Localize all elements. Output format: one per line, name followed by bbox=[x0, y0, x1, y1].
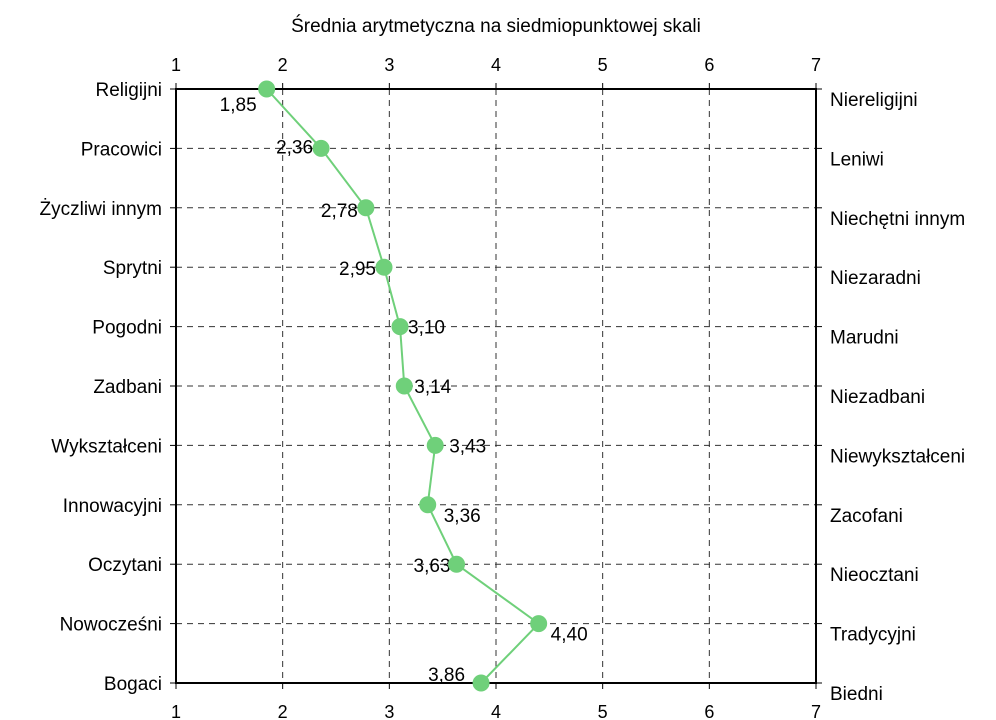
data-point bbox=[530, 615, 548, 633]
data-label: 2,78 bbox=[321, 201, 358, 222]
tick-label-bottom: 2 bbox=[278, 702, 288, 720]
category-label-left: Zadbani bbox=[93, 377, 162, 398]
data-point bbox=[472, 674, 490, 692]
data-label: 2,95 bbox=[339, 259, 376, 280]
data-label: 3,86 bbox=[428, 665, 465, 686]
data-point bbox=[395, 377, 413, 395]
data-point bbox=[258, 80, 276, 98]
tick-label-top: 2 bbox=[278, 55, 288, 75]
category-label-right: Nieocztani bbox=[830, 565, 919, 586]
category-label-left: Pracowici bbox=[81, 139, 162, 160]
category-label-left: Religijni bbox=[95, 80, 162, 101]
data-label: 3,36 bbox=[444, 506, 481, 527]
category-label-right: Leniwi bbox=[830, 149, 884, 170]
tick-label-bottom: 7 bbox=[811, 702, 821, 720]
category-label-left: Innowacyjni bbox=[63, 496, 162, 517]
tick-label-top: 1 bbox=[171, 55, 181, 75]
tick-label-top: 5 bbox=[598, 55, 608, 75]
category-label-left: Wykształceni bbox=[51, 436, 162, 457]
tick-label-bottom: 6 bbox=[704, 702, 714, 720]
data-point bbox=[426, 436, 444, 454]
data-label: 4,40 bbox=[551, 625, 588, 646]
category-label-left: Pogodni bbox=[92, 318, 162, 339]
category-label-left: Oczytani bbox=[88, 555, 162, 576]
plot-frame bbox=[175, 88, 817, 684]
data-label: 3,43 bbox=[449, 436, 486, 457]
category-label-left: Życzliwi innym bbox=[40, 199, 162, 220]
tick-label-bottom: 1 bbox=[171, 702, 181, 720]
category-label-right: Marudni bbox=[830, 328, 899, 349]
category-label-left: Nowocześni bbox=[60, 615, 162, 636]
category-label-right: Tradycyjni bbox=[830, 625, 916, 646]
data-point bbox=[375, 258, 393, 276]
data-label: 1,85 bbox=[220, 95, 257, 116]
data-label: 3,14 bbox=[414, 377, 451, 398]
data-point bbox=[357, 199, 375, 217]
data-point bbox=[448, 555, 466, 573]
tick-label-bottom: 3 bbox=[384, 702, 394, 720]
tick-label-top: 3 bbox=[384, 55, 394, 75]
data-label: 3,10 bbox=[408, 318, 445, 339]
category-label-left: Sprytni bbox=[103, 258, 162, 279]
data-point bbox=[419, 496, 437, 514]
category-label-right: Zacofani bbox=[830, 506, 903, 527]
category-label-right: Niereligijni bbox=[830, 90, 918, 111]
tick-label-top: 6 bbox=[704, 55, 714, 75]
data-point bbox=[312, 139, 330, 157]
category-label-right: Niezaradni bbox=[830, 268, 921, 289]
chart-title: Średnia arytmetyczna na siedmiopunktowej… bbox=[291, 15, 701, 37]
data-point bbox=[391, 318, 409, 336]
category-label-right: Niechętni innym bbox=[830, 209, 965, 230]
tick-label-top: 7 bbox=[811, 55, 821, 75]
tick-label-bottom: 4 bbox=[491, 702, 501, 720]
data-label: 2,36 bbox=[276, 137, 313, 158]
tick-label-bottom: 5 bbox=[598, 702, 608, 720]
data-label: 3,63 bbox=[414, 556, 451, 577]
category-label-right: Niewykształceni bbox=[830, 446, 965, 467]
tick-label-top: 4 bbox=[491, 55, 501, 75]
category-label-left: Bogaci bbox=[104, 674, 162, 695]
category-label-right: Niezadbani bbox=[830, 387, 925, 408]
category-label-right: Biedni bbox=[830, 684, 883, 705]
